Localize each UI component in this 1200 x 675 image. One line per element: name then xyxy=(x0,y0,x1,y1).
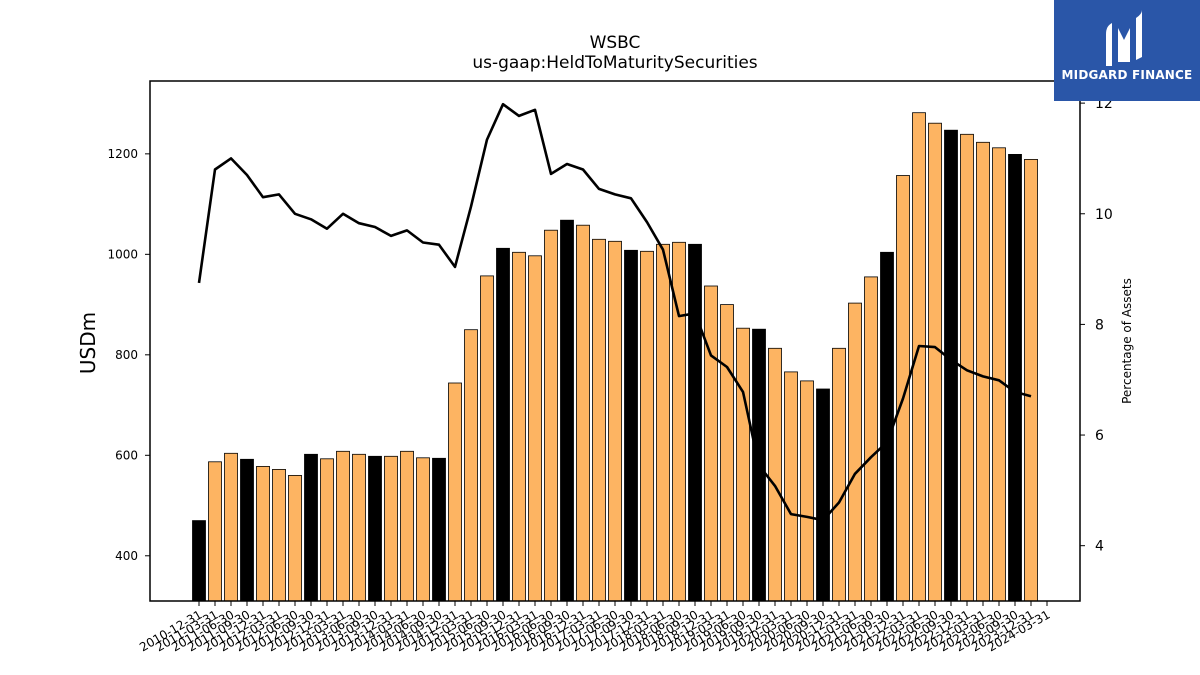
logo-text: MIDGARD FINANCE xyxy=(1061,68,1193,82)
bar xyxy=(240,458,254,602)
bar xyxy=(320,458,334,602)
bar xyxy=(944,129,958,602)
bar xyxy=(768,347,782,602)
bar xyxy=(416,457,430,602)
bar xyxy=(496,247,510,602)
bar xyxy=(272,468,286,602)
y-tick-label: 1200 xyxy=(107,147,138,161)
bar xyxy=(640,250,654,602)
bar xyxy=(784,371,798,602)
midgard-finance-logo: MIDGARD FINANCE xyxy=(1054,0,1200,101)
bar xyxy=(432,457,446,602)
percentage-line xyxy=(197,102,1032,522)
bar xyxy=(480,275,494,602)
y-tick-label: 400 xyxy=(115,549,138,563)
bar xyxy=(864,276,878,602)
bar xyxy=(256,465,270,602)
y-tick-label: 800 xyxy=(115,348,138,362)
bar xyxy=(1024,158,1038,602)
bar xyxy=(1008,153,1022,602)
bar xyxy=(800,380,814,602)
y2-axis-label: Percentage of Assets xyxy=(1120,278,1134,404)
y-axis-label: USDm xyxy=(76,312,100,374)
y2-tick-label: 8 xyxy=(1095,317,1104,333)
bar xyxy=(656,243,670,602)
logo-mark-icon xyxy=(1106,10,1142,66)
bar xyxy=(576,224,590,602)
bar xyxy=(704,285,718,602)
bar xyxy=(336,450,350,602)
bar-series xyxy=(192,112,1038,602)
chart-title: WSBC xyxy=(589,33,641,53)
bar xyxy=(192,520,206,602)
bar xyxy=(832,347,846,602)
bar xyxy=(976,141,990,602)
bar xyxy=(352,453,366,602)
y2-tick-label: 6 xyxy=(1095,428,1104,444)
y2-tick-label: 4 xyxy=(1095,539,1104,555)
bar xyxy=(528,255,542,602)
bar xyxy=(368,455,382,602)
bar xyxy=(464,329,478,602)
bar xyxy=(400,450,414,602)
bar xyxy=(992,147,1006,602)
bar xyxy=(896,175,910,602)
y-tick-label: 1000 xyxy=(107,247,138,261)
bar xyxy=(384,455,398,602)
percentage-line-series xyxy=(197,102,1032,522)
bar xyxy=(624,249,638,602)
bar xyxy=(816,388,830,602)
bar xyxy=(448,382,462,602)
bar xyxy=(928,122,942,602)
bar xyxy=(688,243,702,602)
bar xyxy=(848,302,862,602)
bar xyxy=(512,251,526,602)
bar xyxy=(560,219,574,602)
bar xyxy=(304,453,318,602)
bar xyxy=(736,327,750,602)
bar xyxy=(224,452,238,602)
bar xyxy=(288,474,302,602)
y-tick-label: 600 xyxy=(115,448,138,462)
bar xyxy=(592,238,606,602)
chart-subtitle: us-gaap:HeldToMaturitySecurities xyxy=(472,53,758,73)
bar xyxy=(544,229,558,602)
y2-tick-label: 10 xyxy=(1095,207,1113,223)
bar xyxy=(608,240,622,602)
bar xyxy=(208,461,222,602)
bar xyxy=(720,304,734,602)
